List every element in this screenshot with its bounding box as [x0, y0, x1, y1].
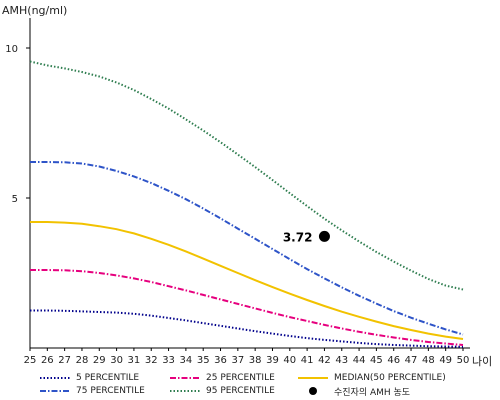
- legend: 5 PERCENTILE 25 PERCENTILE MEDIAN(50 PER…: [40, 372, 480, 398]
- legend-swatch-patient-amh: [309, 387, 317, 395]
- patient-amh-point: [318, 230, 330, 242]
- legend-swatch-25-percentile: [170, 377, 200, 379]
- legend-label-median: MEDIAN(50 PERCENTILE): [334, 373, 446, 383]
- x-tick-label: 39: [266, 355, 279, 366]
- x-tick-label: 49: [439, 355, 452, 366]
- x-tick-label: 41: [301, 355, 314, 366]
- x-tick-label: 31: [128, 355, 141, 366]
- x-tick-label: 30: [110, 355, 123, 366]
- series-line-5-percentile: [30, 309, 464, 348]
- patient-amh-value-label: 3.72: [283, 230, 313, 244]
- legend-item-5-percentile: 5 PERCENTILE: [40, 372, 139, 384]
- legend-item-patient-amh: 수진자의 AMH 농도: [298, 385, 411, 398]
- x-tick-label: 43: [335, 355, 348, 366]
- legend-swatch-median: [298, 377, 328, 379]
- x-tick-label: 47: [405, 355, 418, 366]
- legend-item-25-percentile: 25 PERCENTILE: [170, 372, 275, 384]
- x-tick-label: 38: [249, 355, 262, 366]
- x-tick-label: 40: [283, 355, 296, 366]
- legend-label-5-percentile: 5 PERCENTILE: [76, 373, 140, 383]
- x-tick-label: 26: [41, 355, 54, 366]
- x-tick-label: 32: [145, 355, 158, 366]
- x-tick-label: 27: [58, 355, 71, 366]
- x-tick-label: 42: [318, 355, 331, 366]
- legend-label-95-percentile: 95 PERCENTILE: [206, 386, 275, 396]
- series-line-75-percentile: [30, 161, 464, 336]
- series-line-25-percentile: [30, 269, 464, 346]
- legend-label-75-percentile: 75 PERCENTILE: [76, 386, 145, 396]
- legend-swatch-5-percentile: [40, 377, 70, 379]
- x-tick-label: 45: [370, 355, 383, 366]
- x-tick-label: 37: [231, 355, 244, 366]
- legend-item-95-percentile: 95 PERCENTILE: [170, 385, 275, 397]
- x-tick-label: 46: [387, 355, 400, 366]
- legend-label-patient-amh: 수진자의 AMH 농도: [334, 387, 411, 398]
- x-tick-label: 44: [353, 355, 366, 366]
- x-tick-label: 33: [162, 355, 175, 366]
- x-tick-label: 25: [24, 355, 37, 366]
- legend-swatch-75-percentile: [40, 390, 70, 392]
- y-tick-label: 5: [12, 194, 18, 205]
- x-tick-label: 29: [93, 355, 106, 366]
- x-tick-label: 50: [457, 355, 470, 366]
- legend-item-median: MEDIAN(50 PERCENTILE): [298, 372, 446, 384]
- legend-swatch-95-percentile: [170, 390, 200, 392]
- x-tick-label: 34: [180, 355, 193, 366]
- x-tick-label: 35: [197, 355, 210, 366]
- x-tick-label: 28: [76, 355, 89, 366]
- legend-label-25-percentile: 25 PERCENTILE: [206, 373, 275, 383]
- series-line-median-50-percentile: [30, 221, 464, 340]
- y-axis-title: AMH(ng/ml): [2, 4, 67, 17]
- x-tick-label: 36: [214, 355, 227, 366]
- y-tick-label: 10: [5, 44, 18, 55]
- x-axis-title: 나이: [472, 355, 492, 368]
- x-tick-label: 48: [422, 355, 435, 366]
- legend-item-75-percentile: 75 PERCENTILE: [40, 385, 145, 397]
- series-line-95-percentile: [29, 60, 464, 291]
